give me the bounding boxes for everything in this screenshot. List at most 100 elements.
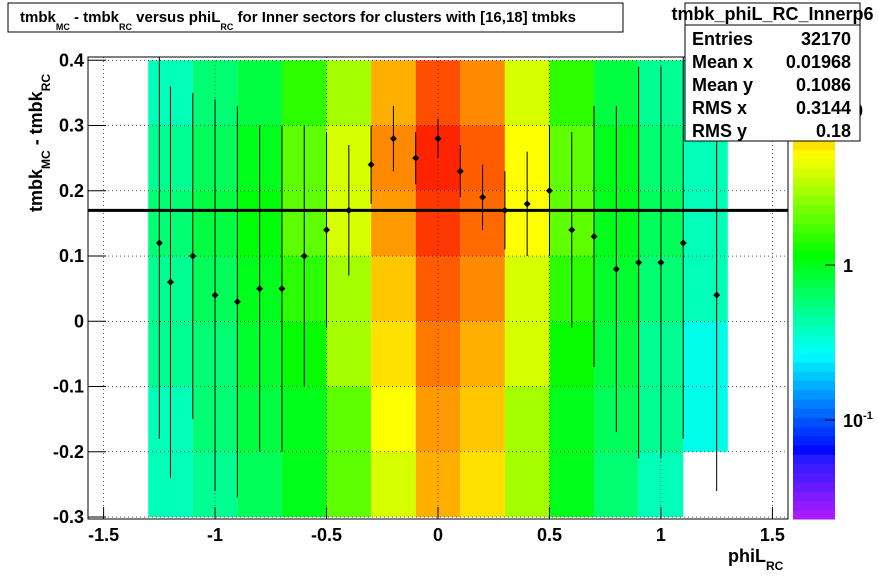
colorbar-step: [793, 334, 835, 344]
chart-title-part: tmbk: [20, 9, 56, 26]
y-axis-label-part: - tmbk: [26, 90, 46, 150]
stats-box: [684, 2, 861, 142]
colorbar-step: [793, 241, 835, 252]
stats-value: 0.1086: [796, 75, 851, 95]
colorbar-step: [793, 140, 835, 150]
heat-cell: [460, 451, 505, 518]
heat-cell: [549, 451, 595, 518]
heat-cell: [326, 60, 372, 126]
colorbar-step: [793, 472, 835, 483]
colorbar-step: [793, 408, 835, 418]
x-axis-label: phiLRC: [728, 546, 784, 573]
x-tick-label: -1: [207, 525, 223, 545]
colorbar-step: [793, 251, 835, 261]
profile-point: [657, 259, 665, 267]
heat-cell: [281, 451, 327, 518]
x-tick-label: 0.5: [537, 525, 562, 545]
y-axis-label-part: RC: [39, 74, 53, 92]
chart-title-part: RC: [220, 22, 233, 32]
y-tick-label: 0.3: [59, 116, 84, 136]
stats-value: 32170: [801, 29, 851, 49]
heat-cell: [326, 386, 372, 452]
heat-cell: [281, 60, 327, 126]
profile-point: [523, 200, 531, 208]
chart-title-part: for Inner sectors for clusters with [16,…: [233, 9, 576, 26]
heat-cell: [326, 321, 372, 387]
colorbar-step: [793, 167, 835, 178]
profile-point: [211, 291, 219, 299]
stats-label: Entries: [692, 29, 753, 49]
heat-cell: [326, 451, 372, 518]
colorbar-step: [793, 232, 835, 243]
profile-point: [233, 298, 241, 306]
stats-label: RMS x: [692, 98, 747, 118]
heat-cell: [549, 60, 595, 126]
x-tick-label: 1.5: [760, 525, 785, 545]
colorbar-step: [793, 324, 835, 335]
colorbar-step: [793, 426, 835, 437]
y-tick-label: 0.1: [59, 246, 84, 266]
profile-point: [590, 232, 598, 240]
y-tick-label: -0.2: [53, 442, 84, 462]
heat-cell: [415, 256, 461, 322]
y-axis-label-part: tmbk: [26, 168, 46, 212]
colorbar-step: [793, 260, 835, 271]
heat-cell: [504, 386, 550, 452]
heat-cell: [371, 256, 416, 322]
heat-cell: [415, 451, 461, 518]
heat-cell: [549, 386, 595, 452]
colorbar-step: [793, 445, 835, 455]
heat-cell: [371, 321, 416, 387]
heat-cell: [415, 60, 461, 126]
profile-point: [256, 285, 264, 293]
profile-point: [612, 265, 620, 273]
colorbar-step: [793, 343, 835, 354]
chart-title-part: - tmbk: [70, 9, 120, 26]
stats-label: Mean y: [692, 75, 753, 95]
heat-cell: [371, 386, 416, 452]
profile-point: [568, 226, 576, 234]
y-tick-label: -0.3: [53, 507, 84, 527]
profile-point: [389, 135, 397, 143]
x-tick-label: 0: [433, 525, 443, 545]
colorbar-step: [793, 361, 835, 372]
title-box: [7, 2, 624, 33]
heat-cell: [504, 321, 550, 387]
x-tick-label: -1.5: [88, 525, 119, 545]
plot-area: [148, 57, 728, 518]
colorbar-step: [793, 389, 835, 400]
colorbar-step: [793, 223, 835, 234]
colorbar-step: [793, 269, 835, 280]
heat-cell: [460, 256, 505, 322]
heat-cell: [504, 451, 550, 518]
heat-cell: [460, 321, 505, 387]
profile-point: [367, 161, 375, 169]
stats-title: tmbk_phiL_RC_Innerp6: [671, 4, 873, 24]
heat-cell: [237, 60, 282, 126]
colorbar-step: [793, 195, 835, 206]
profile-point: [479, 193, 487, 201]
colorbar-step: [793, 149, 835, 160]
colorbar-step: [793, 435, 835, 446]
heat-cell: [237, 451, 282, 518]
profile-point: [278, 285, 286, 293]
colorbar-step: [793, 306, 835, 317]
stats-label: RMS y: [692, 121, 747, 141]
y-tick-label: -0.1: [53, 377, 84, 397]
heat-cell: [281, 386, 327, 452]
colorbar-step: [793, 297, 835, 307]
profile-point: [166, 278, 174, 286]
x-tick-label: -0.5: [311, 525, 342, 545]
colorbar-step: [793, 177, 835, 187]
chart-title-part: versus phiL: [132, 9, 220, 26]
heat-cell: [371, 190, 416, 257]
chart-title-part: RC: [119, 22, 132, 32]
colorbar-step: [793, 186, 835, 197]
y-tick-label: 0.2: [59, 181, 84, 201]
profile-point: [679, 239, 687, 247]
heat-cell: [683, 190, 728, 257]
colorbar-step: [793, 417, 835, 428]
heat-cell: [683, 256, 728, 322]
chart-title: tmbkMC - tmbkRC versus phiLRC for Inner …: [20, 9, 576, 32]
